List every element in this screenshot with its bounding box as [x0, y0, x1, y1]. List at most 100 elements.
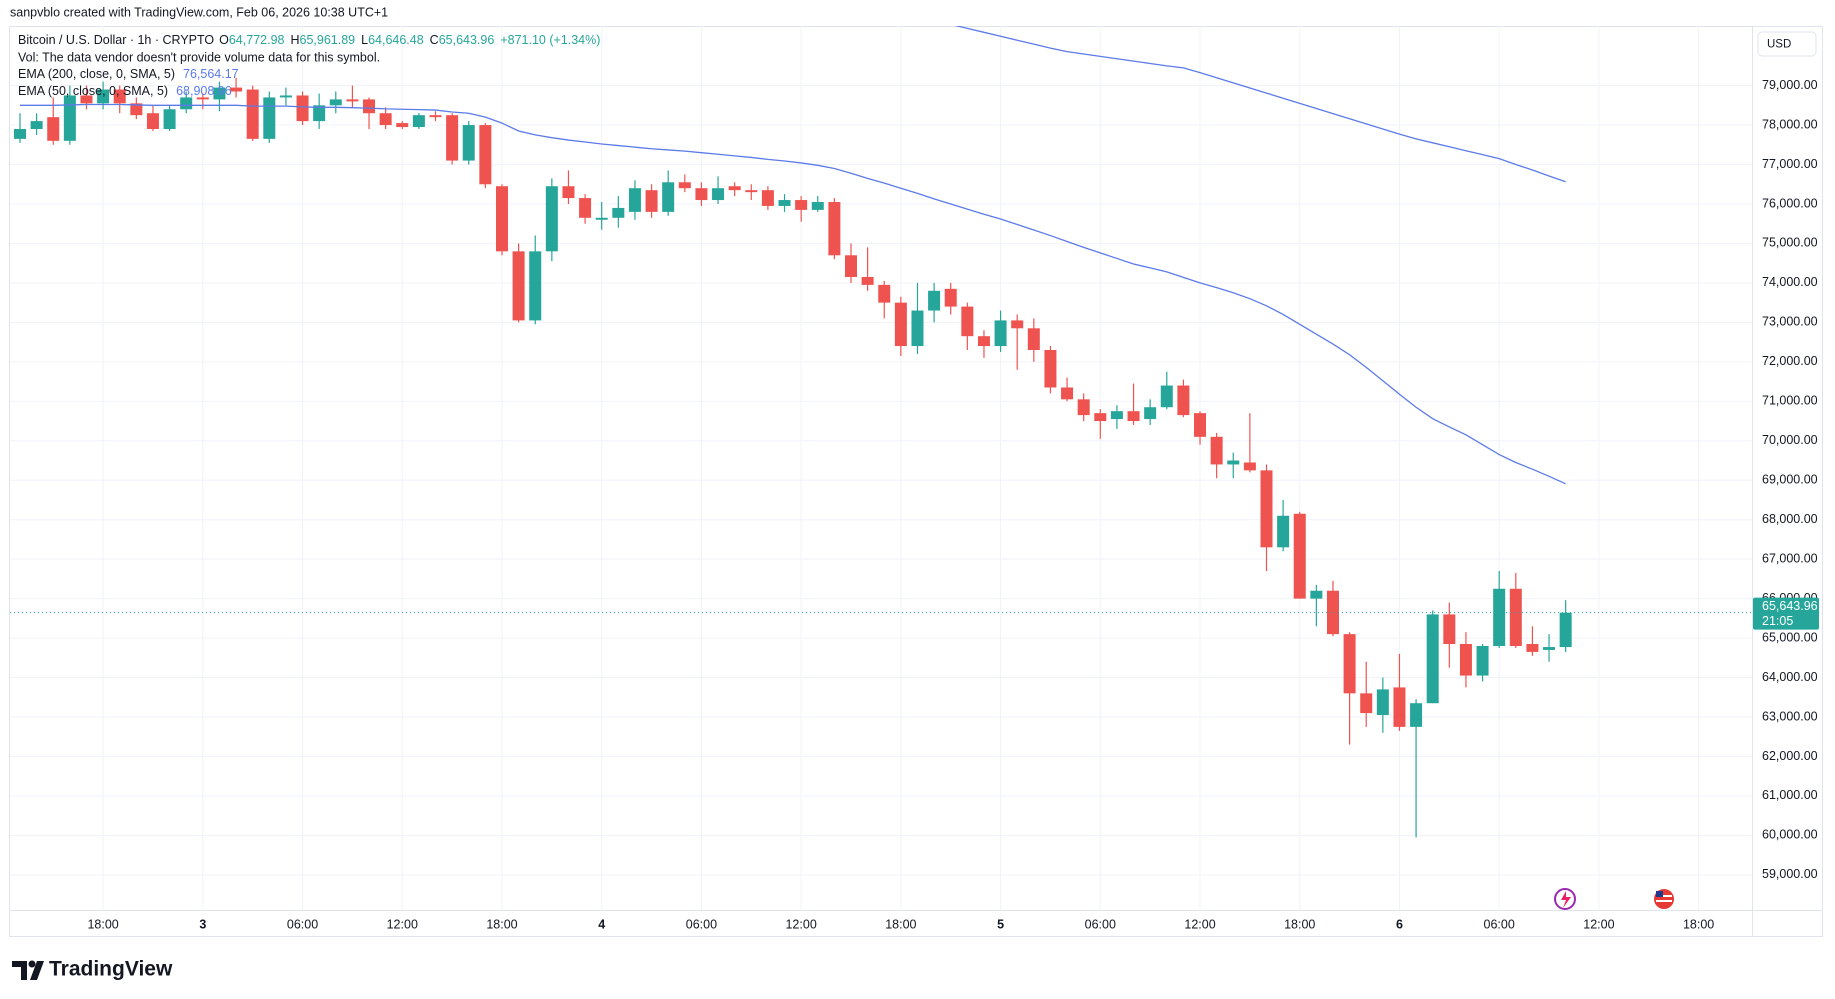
- legend-row: EMA (50, close, 0, SMA, 5) 68,908.96: [18, 84, 232, 98]
- currency[interactable]: USD: [1767, 39, 1791, 51]
- candle-body: [1476, 645, 1489, 676]
- logo-dot: [28, 960, 36, 968]
- y-tick-label: 60,000.00: [1762, 828, 1818, 842]
- candle-body: [545, 186, 558, 252]
- candle-body: [628, 188, 641, 212]
- legend-row: EMA (200, close, 0, SMA, 5) 76,564.17: [18, 67, 239, 81]
- legend-value: 68,908.96: [176, 84, 232, 98]
- candle-body: [1144, 407, 1157, 420]
- candle-body: [595, 217, 608, 220]
- y-tick-label: 73,000.00: [1762, 315, 1818, 329]
- candle-body: [994, 320, 1007, 347]
- candle-body: [1110, 411, 1123, 420]
- y-tick-label: 65,000.00: [1762, 630, 1818, 644]
- candle-body: [678, 182, 691, 189]
- x-tick-label: 12:00: [1583, 917, 1614, 931]
- candle-body: [1426, 614, 1439, 704]
- candle-body: [612, 207, 625, 218]
- candle-body: [512, 251, 525, 321]
- candle-body: [462, 125, 475, 161]
- y-tick-label: 76,000.00: [1762, 196, 1818, 210]
- candle-body: [911, 310, 924, 347]
- candle-body: [446, 115, 459, 161]
- candle-body: [1194, 413, 1207, 437]
- candle-body: [662, 182, 675, 212]
- candle-body: [562, 186, 575, 199]
- brand-logo: TradingView: [12, 958, 173, 981]
- y-tick-label: 59,000.00: [1762, 867, 1818, 881]
- credit: sanpvblo created with TradingView.com, F…: [10, 5, 388, 19]
- candle-body: [1177, 385, 1190, 416]
- legend: Bitcoin / U.S. Dollar · 1h · CRYPTO O64,7…: [18, 33, 600, 98]
- x-tick-label: 06:00: [1085, 917, 1116, 931]
- x-tick-label: 3: [199, 917, 206, 931]
- x-tick-label: 06:00: [1484, 917, 1515, 931]
- currency-button[interactable]: [1757, 31, 1817, 57]
- candle-body: [1360, 693, 1373, 714]
- axes: 59,000.00 60,000.00 61,000.00 62,000.00 63,0…: [87, 78, 1819, 931]
- x-tick-label: 06:00: [686, 917, 717, 931]
- candle-body: [645, 190, 658, 212]
- candle-body: [1027, 328, 1040, 351]
- ohlc-value: 64,772.98: [229, 33, 285, 47]
- candle-body: [213, 87, 226, 100]
- candle-body: [1260, 470, 1273, 548]
- ohlc-key: C: [430, 33, 439, 47]
- candle-body: [695, 188, 708, 201]
- candle-body: [1459, 644, 1472, 676]
- flag-canton: [1656, 891, 1663, 897]
- ohlc-value: 64,646.48: [368, 33, 424, 47]
- candle-body: [146, 113, 159, 130]
- candle-body: [845, 255, 857, 277]
- candle-body: [113, 89, 126, 104]
- frame: [9, 26, 1823, 937]
- y-tick-label: 63,000.00: [1762, 709, 1818, 723]
- candle-body: [1543, 647, 1556, 650]
- y-tick-label: 77,000.00: [1762, 157, 1818, 171]
- change: +871.10 (+1.34%): [500, 33, 600, 47]
- candle-body: [861, 276, 874, 285]
- candle-body: [1493, 588, 1506, 646]
- candle-body: [1343, 634, 1356, 694]
- ohlc-key: L: [361, 33, 368, 47]
- candle-body: [579, 198, 592, 218]
- y-tick-label: 79,000.00: [1762, 78, 1818, 92]
- legend-entry: EMA (200, close, 0, SMA, 5): [18, 67, 175, 81]
- last-price-label: 65,643.96: [1762, 599, 1818, 613]
- event-icon[interactable]: [1554, 888, 1576, 910]
- candle-body: [1011, 320, 1024, 329]
- candle-body: [495, 186, 508, 252]
- candle-body: [130, 103, 143, 116]
- candle-body: [778, 200, 791, 206]
- candle-body: [379, 113, 392, 126]
- last-price-box: [1753, 597, 1819, 630]
- candle-body: [1061, 387, 1074, 400]
- legend-value: 76,564.17: [183, 67, 239, 81]
- x-tick-label: 6: [1396, 917, 1403, 931]
- volume-note: Vol: The data vendor doesn't provide vol…: [18, 50, 380, 64]
- x-tick-label: 18:00: [87, 917, 118, 931]
- candle-body: [894, 302, 907, 347]
- candle-body: [1526, 644, 1539, 652]
- y-tick-label: 74,000.00: [1762, 275, 1818, 289]
- candle-body: [1509, 588, 1522, 646]
- logo-mark: [12, 961, 27, 980]
- ohlc-key: H: [290, 33, 299, 47]
- candle-body: [313, 105, 326, 122]
- x-tick-label: 12:00: [785, 917, 816, 931]
- candle-body: [479, 125, 492, 185]
- y-tick-label: 72,000.00: [1762, 354, 1818, 368]
- y-tick-label: 70,000.00: [1762, 433, 1818, 447]
- candle-body: [961, 306, 974, 337]
- y-tick-label: 71,000.00: [1762, 394, 1818, 408]
- candle-body: [1094, 413, 1107, 422]
- candle-body: [396, 123, 409, 128]
- candle-body: [1326, 590, 1339, 635]
- candle-body: [712, 188, 725, 201]
- candle-body: [279, 95, 292, 98]
- candle-body: [196, 97, 209, 100]
- candle-body: [14, 129, 26, 139]
- y-tick-label: 67,000.00: [1762, 551, 1818, 565]
